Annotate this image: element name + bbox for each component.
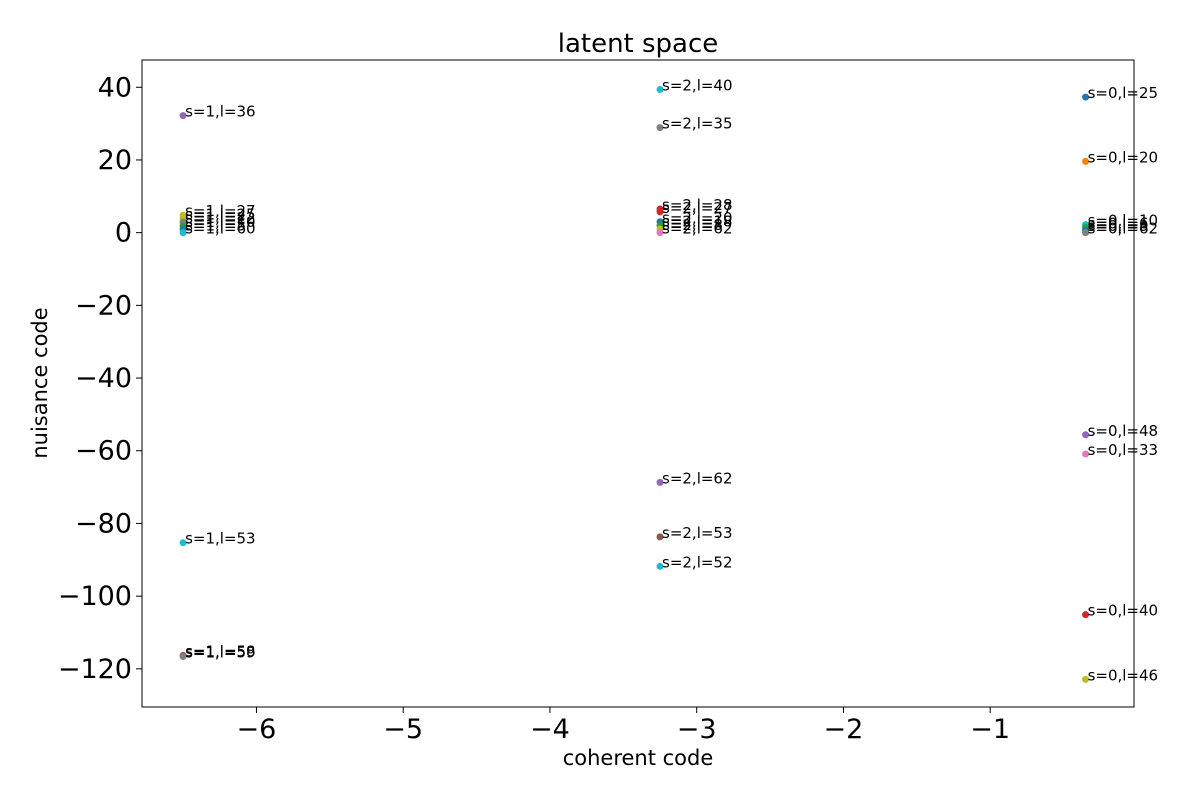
plot-frame (142, 60, 1134, 707)
x-axis-label: coherent code (563, 746, 714, 770)
y-tick-label: −120 (58, 654, 132, 685)
data-point-label: s=0,l=20 (1088, 148, 1159, 166)
data-point-label: s=2,l=35 (662, 115, 733, 133)
x-tick-label: −5 (383, 714, 423, 745)
data-point-label: s=0,l=40 (1088, 602, 1159, 620)
y-axis-label: nuisance code (28, 307, 52, 458)
y-tick-label: −80 (75, 508, 132, 539)
chart-title: latent space (558, 29, 719, 59)
data-point-label: s=0,l=25 (1088, 84, 1159, 102)
y-axis: 40 20 0 −20 −40 −60 −80 −100 −120 (58, 72, 142, 685)
x-tick-label: −6 (237, 714, 277, 745)
x-tick-label: −1 (970, 714, 1010, 745)
plot-area: s=1,l=36s=1,l=27s=1,l=25s=1,l=22s=1,l=10… (180, 76, 1159, 684)
x-tick-label: −3 (677, 714, 717, 745)
x-axis: −6 −5 −4 −3 −2 −1 (237, 707, 1011, 745)
y-tick-label: −20 (75, 290, 132, 321)
y-tick-label: 0 (115, 218, 132, 249)
data-point-label: s=0,l=46 (1088, 666, 1159, 684)
data-point-label: s=1,l=60 (185, 220, 256, 238)
y-tick-label: 20 (98, 145, 132, 176)
data-point-label: s=2,l=62 (662, 220, 733, 238)
data-point-label: s=0,l=33 (1088, 441, 1159, 459)
data-point-label: s=0,l=48 (1088, 422, 1159, 440)
data-point-label: s=2,l=40 (662, 76, 733, 94)
y-tick-label: −60 (75, 436, 132, 467)
y-tick-label: −100 (58, 581, 132, 612)
data-point-label: s=1,l=36 (185, 103, 256, 121)
data-point-label: s=2,l=53 (662, 524, 733, 542)
x-tick-label: −2 (824, 714, 864, 745)
y-tick-label: 40 (98, 72, 132, 103)
data-point-label: s=2,l=52 (662, 553, 733, 571)
data-point-label: s=2,l=62 (662, 469, 733, 487)
data-point-label: s=1,l=53 (185, 530, 256, 548)
data-point-label: s=0,l=62 (1088, 220, 1159, 238)
data-point-label: s=1,l=59 (185, 643, 256, 661)
y-tick-label: −40 (75, 363, 132, 394)
x-tick-label: −4 (530, 714, 570, 745)
